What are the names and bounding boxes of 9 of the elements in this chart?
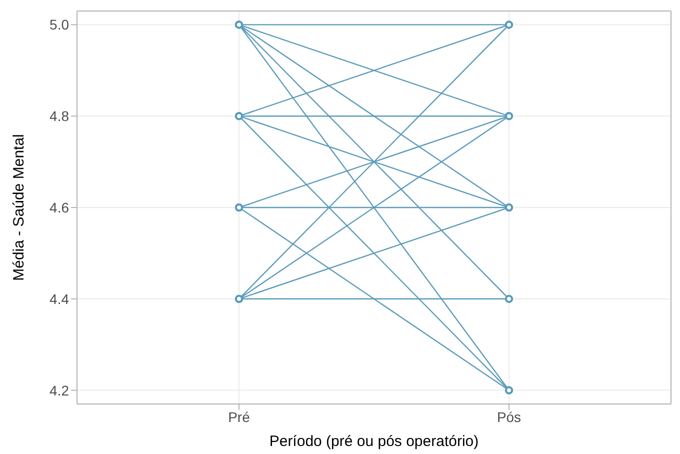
y-tick-label: 4.8 bbox=[50, 108, 70, 124]
y-axis-title: Média - Saúde Mental bbox=[10, 134, 28, 281]
y-tick-label: 5.0 bbox=[50, 16, 70, 33]
y-tick-label: 4.6 bbox=[50, 199, 70, 216]
y-tick-label: 4.2 bbox=[50, 382, 70, 398]
x-tick-label: Pré bbox=[228, 408, 250, 425]
x-axis-title: Período (pré ou pós operatório) bbox=[269, 433, 479, 450]
y-tick-label: 4.4 bbox=[50, 290, 70, 307]
x-tick-label: Pós bbox=[496, 408, 522, 425]
